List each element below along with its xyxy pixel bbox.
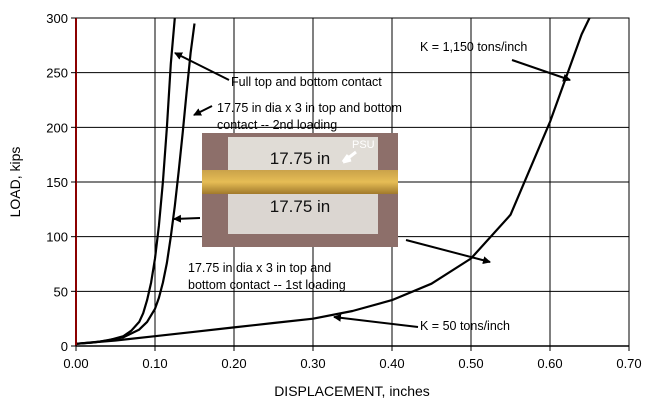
series-line-2 <box>75 23 196 345</box>
x-tick-label: 0.00 <box>63 356 88 371</box>
annotation-1st-loading-line1: 17.75 in dia x 3 in top and <box>188 261 331 275</box>
arrow-full-contact <box>174 52 230 81</box>
arrow-1st-loading-right <box>405 239 491 265</box>
photo-label-bottom: 17.75 in <box>270 197 331 216</box>
y-tick-label: 100 <box>46 230 68 245</box>
photo-label-top: 17.75 in <box>270 149 331 168</box>
series-line-3 <box>75 17 591 345</box>
x-tick-label: 0.70 <box>616 356 641 371</box>
annotation-k-1150: K = 1,150 tons/inch <box>420 40 527 54</box>
y-axis-title: LOAD, kips <box>7 147 23 218</box>
x-tick-label: 0.40 <box>379 356 404 371</box>
y-tick-label: 250 <box>46 66 68 81</box>
data-series <box>75 17 591 345</box>
x-tick-label: 0.60 <box>537 356 562 371</box>
x-tick-label: 0.30 <box>300 356 325 371</box>
y-tick-label: 300 <box>46 11 68 26</box>
x-tick-label: 0.20 <box>221 356 246 371</box>
x-tick-label: 0.50 <box>458 356 483 371</box>
inset-photo: 17.75 in 17.75 in PSU <box>202 133 398 247</box>
arrow-k-50 <box>333 313 419 328</box>
y-tick-label: 200 <box>46 120 68 135</box>
annotation-2nd-loading-line2: contact -- 2nd loading <box>217 118 337 132</box>
y-tick-labels: 0 50 100 150 200 250 300 <box>46 11 76 354</box>
annotation-2nd-loading-line1: 17.75 in dia x 3 in top and bottom <box>217 101 402 115</box>
x-tick-label: 0.10 <box>142 356 167 371</box>
y-tick-label: 50 <box>54 284 68 299</box>
photo-arrow-icon <box>341 150 357 164</box>
y-tick-label: 0 <box>61 339 68 354</box>
x-tick-labels: 0.00 0.10 0.20 0.30 0.40 0.50 0.60 0.70 <box>63 346 642 371</box>
arrow-k-1150 <box>511 59 571 82</box>
arrow-1st-loading-left <box>173 214 201 223</box>
arrow-2nd-loading <box>193 105 213 116</box>
annotation-k-50: K = 50 tons/inch <box>420 319 510 333</box>
annotation-1st-loading-line2: bottom contact -- 1st loading <box>188 278 346 292</box>
y-tick-label: 150 <box>46 175 68 190</box>
photo-bottom-block <box>228 194 378 234</box>
x-axis-title: DISPLACEMENT, inches <box>274 383 430 399</box>
annotation-full-contact: Full top and bottom contact <box>231 75 382 89</box>
photo-tag: PSU <box>352 139 375 151</box>
photo-wood-pad <box>202 170 398 194</box>
